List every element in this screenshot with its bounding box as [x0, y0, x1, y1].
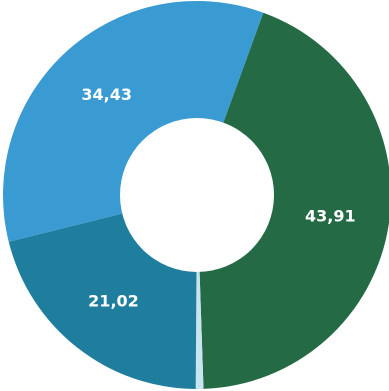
- donut-hole: [120, 118, 274, 272]
- labels-layer: 43,91 21,02 34,43: [81, 85, 355, 310]
- slice-value-label-2: 21,02: [88, 292, 139, 311]
- slice-value-label-3: 34,43: [81, 85, 132, 104]
- donut-slice-0: [197, 12, 389, 389]
- slice-value-label-0: 43,91: [305, 207, 356, 226]
